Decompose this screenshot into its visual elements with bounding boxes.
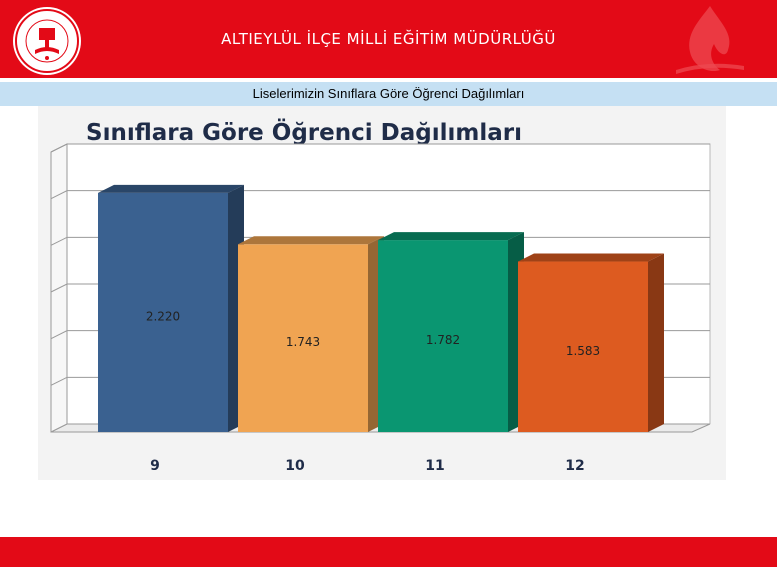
chart-title: Sınıflara Göre Öğrenci Dağılımları bbox=[86, 118, 522, 146]
bar-12 bbox=[518, 253, 664, 432]
category-label: 11 bbox=[425, 458, 444, 474]
gridline bbox=[50, 190, 710, 200]
bar-10 bbox=[238, 236, 384, 432]
header-bar: ALTIEYLÜL İLÇE MİLLİ EĞİTİM MÜDÜRLÜĞÜ bbox=[0, 0, 777, 78]
bar-top bbox=[518, 253, 664, 262]
header-title: ALTIEYLÜL İLÇE MİLLİ EĞİTİM MÜDÜRLÜĞÜ bbox=[221, 30, 556, 48]
bar-value-label: 1.583 bbox=[566, 344, 600, 358]
bar-value-label: 1.743 bbox=[286, 335, 320, 349]
bar-top bbox=[238, 236, 384, 245]
bar-11 bbox=[378, 232, 524, 432]
bar-top bbox=[98, 184, 244, 193]
chart-panel: Sınıflara Göre Öğrenci Dağılımları 2.220… bbox=[38, 106, 726, 480]
bar-front bbox=[518, 261, 648, 432]
bar-9 bbox=[98, 184, 244, 432]
footer-bar bbox=[0, 537, 777, 567]
category-label: 10 bbox=[285, 458, 305, 474]
gridline bbox=[50, 143, 710, 153]
ministry-logo bbox=[13, 7, 81, 75]
bar-front bbox=[238, 244, 368, 432]
subheader-bar: Liselerimizin Sınıflara Göre Öğrenci Dağ… bbox=[0, 82, 777, 106]
category-label: 9 bbox=[150, 458, 160, 474]
flame-icon bbox=[676, 6, 744, 74]
bar-side bbox=[648, 253, 664, 432]
subheader-text: Liselerimizin Sınıflara Göre Öğrenci Dağ… bbox=[252, 86, 525, 101]
bar-front bbox=[378, 240, 508, 432]
bar-chart: Sınıflara Göre Öğrenci Dağılımları 2.220… bbox=[50, 118, 711, 474]
category-label: 12 bbox=[565, 458, 584, 474]
bar-front bbox=[98, 192, 228, 432]
bar-top bbox=[378, 232, 524, 241]
bar-value-label: 1.782 bbox=[426, 333, 460, 347]
bar-value-label: 2.220 bbox=[146, 309, 180, 323]
